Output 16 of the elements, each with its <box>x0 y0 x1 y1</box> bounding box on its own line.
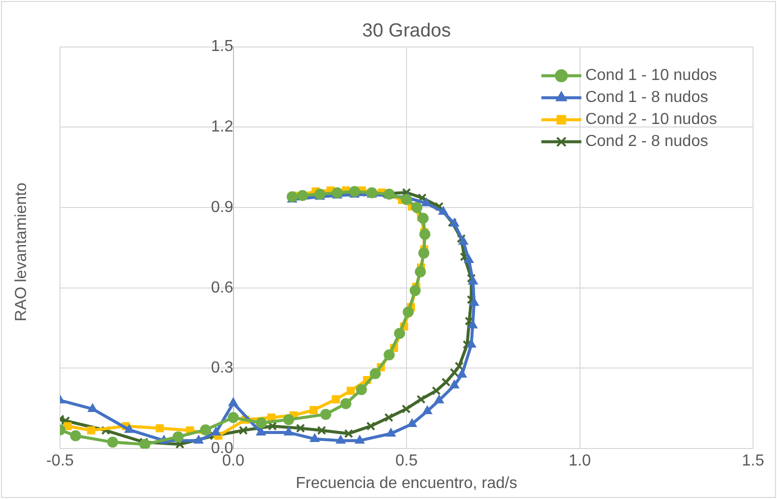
legend-label: Cond 2 - 8 nudos <box>585 133 708 150</box>
y-tick-label: 0.3 <box>211 360 234 377</box>
x-tick-label: -0.5 <box>46 452 74 470</box>
x-tick-label: 1.5 <box>742 452 764 470</box>
legend-label: Cond 1 - 8 nudos <box>585 89 708 106</box>
y-tick-label: 1.5 <box>211 38 234 56</box>
y-axis-title: RAO levantamiento <box>13 182 31 322</box>
y-tick-label: 0.6 <box>211 279 234 296</box>
x-tick-label: 0.5 <box>395 452 418 470</box>
x-axis-title: Frecuencia de encuentro, rad/s <box>296 474 518 492</box>
y-tick-label: 1.2 <box>211 118 234 136</box>
x-tick-label: 1.0 <box>568 452 591 470</box>
legend-label: Cond 2 - 10 nudos <box>585 111 718 128</box>
y-tick-label: 0.9 <box>211 198 234 216</box>
chart-title: 30 Grados <box>362 20 451 42</box>
legend-label: Cond 1 - 10 nudos <box>585 67 718 84</box>
